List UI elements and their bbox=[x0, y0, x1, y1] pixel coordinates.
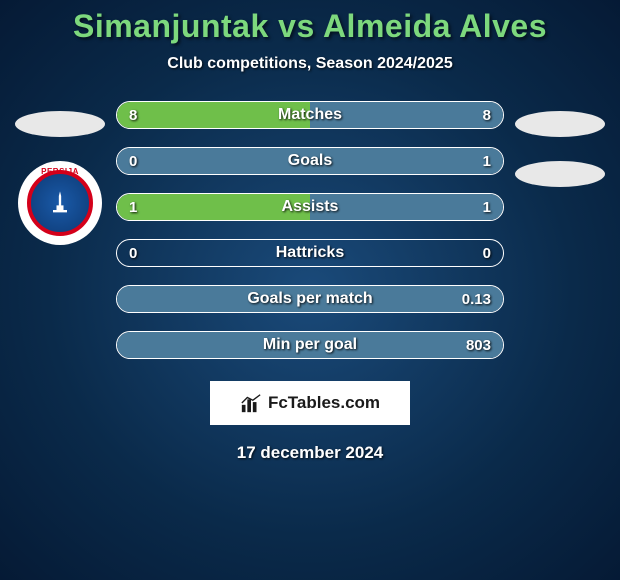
stat-bar: 11Assists bbox=[116, 193, 504, 221]
stat-bar: 01Goals bbox=[116, 147, 504, 175]
stat-bars: 88Matches 01Goals 11Assists 00Hattricks 0.13… bbox=[110, 101, 510, 359]
left-player-photo-placeholder bbox=[15, 111, 105, 137]
stat-label: Min per goal bbox=[117, 332, 503, 358]
right-player-photo-placeholder bbox=[515, 111, 605, 137]
page-title: Simanjuntak vs Almeida Alves bbox=[0, 8, 620, 45]
brand-footer[interactable]: FcTables.com bbox=[210, 381, 410, 425]
stat-bar: 00Hattricks bbox=[116, 239, 504, 267]
stat-bar: 803Min per goal bbox=[116, 331, 504, 359]
right-player-column bbox=[510, 101, 610, 211]
comparison-widget: Simanjuntak vs Almeida Alves Club compet… bbox=[0, 0, 620, 463]
left-team-badge-inner bbox=[27, 170, 93, 236]
left-player-column: PERSIJA bbox=[10, 101, 110, 245]
content-row: PERSIJA 88Matches 01Goals 11Assists 00Hattr… bbox=[0, 101, 620, 359]
stat-label: Hattricks bbox=[117, 240, 503, 266]
stat-label: Matches bbox=[117, 102, 503, 128]
bar-chart-icon bbox=[240, 393, 262, 413]
monument-icon bbox=[46, 189, 74, 217]
stat-bar: 0.13Goals per match bbox=[116, 285, 504, 313]
stat-label: Assists bbox=[117, 194, 503, 220]
stat-bar: 88Matches bbox=[116, 101, 504, 129]
stat-label: Goals per match bbox=[117, 286, 503, 312]
subtitle: Club competitions, Season 2024/2025 bbox=[0, 55, 620, 73]
stat-label: Goals bbox=[117, 148, 503, 174]
right-team-badge-placeholder bbox=[515, 161, 605, 187]
brand-footer-text: FcTables.com bbox=[268, 393, 380, 413]
date-text: 17 december 2024 bbox=[0, 443, 620, 463]
left-team-badge: PERSIJA bbox=[18, 161, 102, 245]
